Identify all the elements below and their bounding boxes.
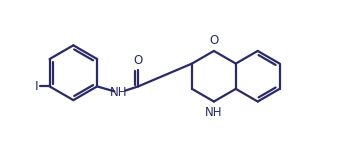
Text: O: O — [209, 34, 218, 47]
Text: NH: NH — [205, 106, 223, 119]
Text: I: I — [35, 80, 38, 93]
Text: O: O — [133, 54, 143, 67]
Text: NH: NH — [110, 86, 128, 99]
